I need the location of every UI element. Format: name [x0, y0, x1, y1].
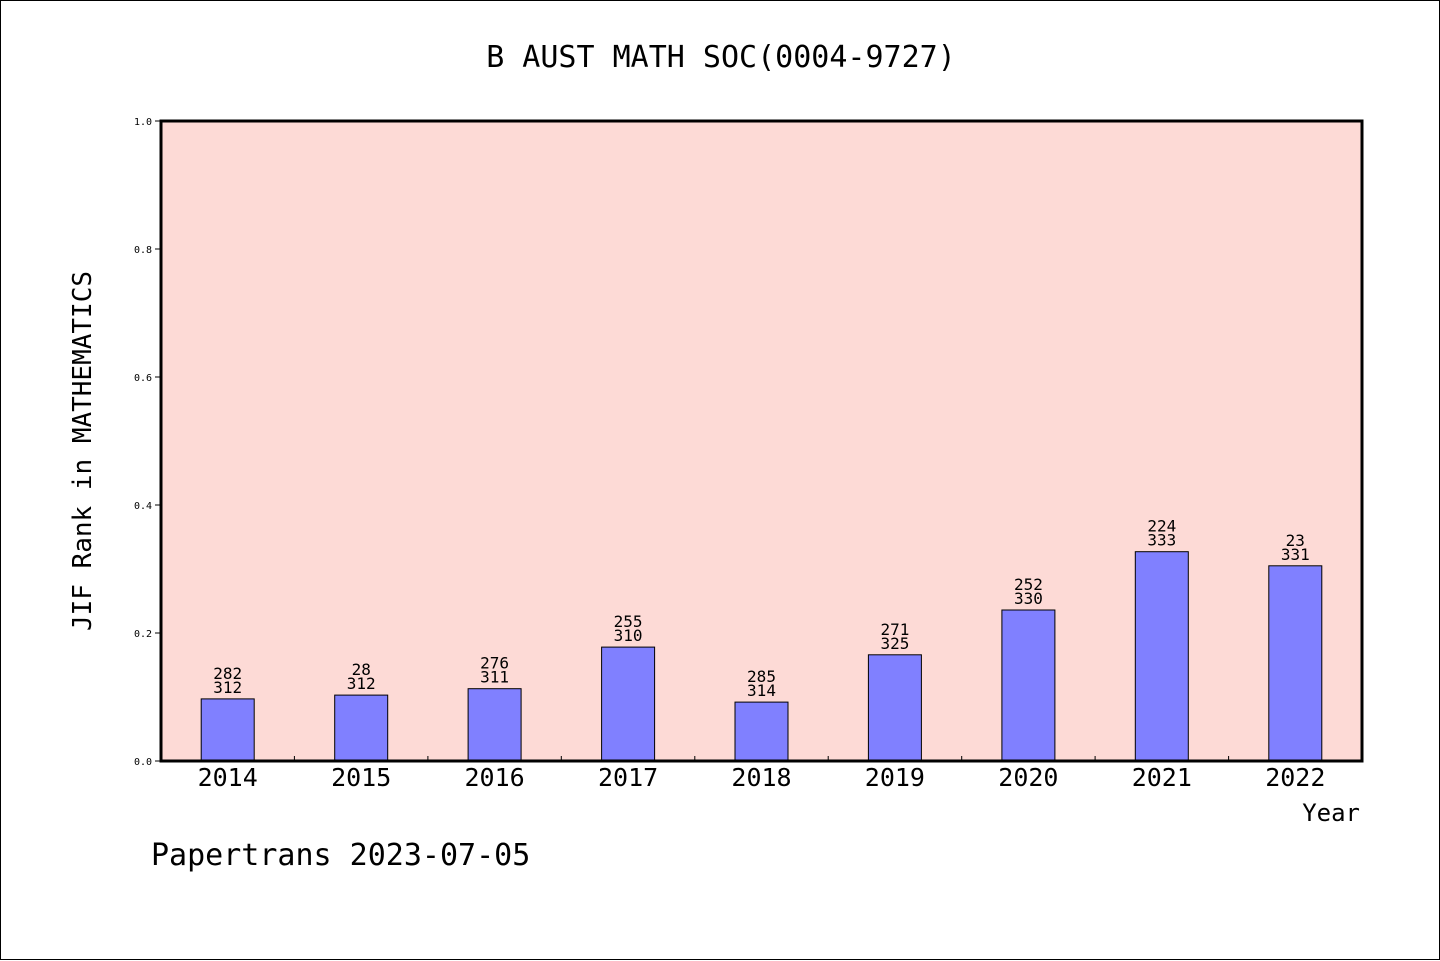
bar-label-bottom-2015: 312 — [347, 674, 376, 693]
bar-label-top-2021: 224 — [1147, 517, 1176, 536]
bar-2018 — [734, 701, 789, 762]
bar-label-bottom-2016: 311 — [480, 668, 509, 687]
y-tick-label-0.8: 0.8 — [134, 245, 152, 256]
bar-label-top-2017: 255 — [614, 612, 643, 631]
y-tick-label-0.6: 0.6 — [134, 373, 152, 384]
bar-label-bottom-2022: 331 — [1281, 545, 1310, 564]
bar-label-top-2016: 276 — [480, 654, 509, 673]
x-tick-label-2022: 2022 — [1265, 763, 1325, 792]
bar-label-top-2015: 28 — [352, 660, 371, 679]
y-tick-label-0.4: 0.4 — [134, 501, 152, 512]
chart-title: B AUST MATH SOC(0004-9727) — [486, 40, 956, 75]
x-tick-label-2018: 2018 — [731, 763, 791, 792]
bar-label-bottom-2020: 330 — [1014, 589, 1043, 608]
y-tick-label-0.0: 0.0 — [134, 757, 152, 768]
bar-2021 — [1134, 551, 1189, 762]
bar-label-bottom-2017: 310 — [614, 626, 643, 645]
bar-label-top-2018: 285 — [747, 667, 776, 686]
bar-labels-group: 2823122831227631125531028531427132525233… — [213, 517, 1310, 700]
bar-2019 — [867, 654, 922, 762]
bar-label-bottom-2018: 314 — [747, 681, 776, 700]
bars-group — [200, 551, 1323, 762]
bar-2014 — [200, 698, 255, 762]
bar-label-top-2019: 271 — [880, 620, 909, 639]
bar-2016 — [467, 688, 522, 762]
x-tick-label-2014: 2014 — [198, 763, 258, 792]
x-axis-title: Year — [1302, 799, 1360, 827]
bar-label-top-2020: 252 — [1014, 575, 1043, 594]
bar-2015 — [334, 694, 389, 762]
x-tick-label-2016: 2016 — [464, 763, 524, 792]
bar-label-bottom-2014: 312 — [213, 678, 242, 697]
bar-2020 — [1001, 609, 1056, 762]
x-tick-label-2020: 2020 — [998, 763, 1058, 792]
y-tick-label-0.2: 0.2 — [134, 629, 152, 640]
bar-2022 — [1268, 565, 1323, 762]
x-axis: 2014 2015 2016 2017 2018 2019 2020 2021 2022 — [198, 756, 1325, 792]
x-tick-label-2019: 2019 — [865, 763, 925, 792]
x-tick-label-2017: 2017 — [598, 763, 658, 792]
bar-label-bottom-2021: 333 — [1147, 531, 1176, 550]
bar-label-top-2022: 23 — [1286, 531, 1305, 550]
y-tick-label-1.0: 1.0 — [134, 117, 152, 128]
plot-border — [159, 119, 1364, 763]
x-tick-label-2021: 2021 — [1132, 763, 1192, 792]
y-axis-title: JIF Rank in MATHEMATICS — [68, 271, 98, 631]
bar-label-bottom-2019: 325 — [880, 634, 909, 653]
bar-2017 — [601, 646, 656, 762]
bar-label-top-2014: 282 — [213, 664, 242, 683]
x-tick-label-2015: 2015 — [331, 763, 391, 792]
y-axis: 0.0 0.2 0.4 0.6 0.8 1.0 — [134, 117, 161, 768]
footer-credit: Papertrans 2023-07-05 — [151, 838, 530, 873]
